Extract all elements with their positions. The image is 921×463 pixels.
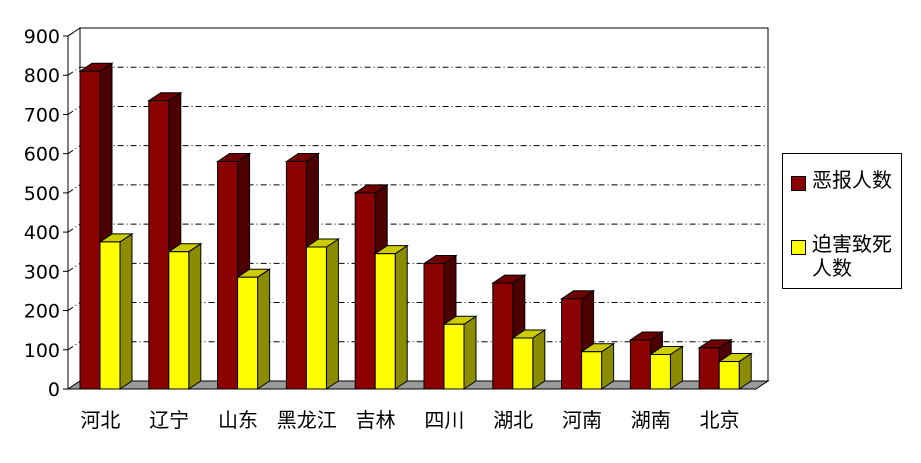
chart-legend: 恶报人数 迫害致死人数 — [782, 153, 902, 289]
x-category-label: 四川 — [424, 408, 464, 432]
bar-chart: 0 100 200 300 400 500 600 700 800 900 河北 辽宁 山东 黑龙江 吉林 四… — [24, 26, 770, 432]
bar-series-2 — [235, 268, 272, 390]
legend-swatch-series-2 — [791, 240, 806, 255]
bar-series-2 — [167, 242, 203, 390]
x-category-label: 河南 — [562, 408, 602, 432]
x-category-label: 河北 — [80, 408, 120, 432]
y-tick-label: 100 — [24, 340, 60, 362]
bar-series-2 — [373, 244, 409, 390]
bar-series-2 — [442, 315, 478, 390]
x-category-label: 北京 — [700, 408, 740, 432]
y-tick-label: 600 — [24, 144, 60, 166]
legend-item-series-1: 恶报人数 — [791, 168, 898, 192]
gridline — [67, 27, 768, 37]
bar-series-2 — [648, 345, 685, 390]
y-tick-label: 400 — [24, 222, 60, 244]
y-tick-label: 800 — [24, 65, 60, 87]
x-category-label: 吉林 — [356, 408, 396, 432]
y-tick-label: 0 — [48, 379, 60, 401]
legend-item-series-2: 迫害致死人数 — [791, 232, 898, 280]
y-tick-label: 900 — [24, 26, 60, 48]
plot-side-wall — [67, 27, 81, 390]
bar-series-2 — [304, 238, 341, 390]
bar-series-2 — [579, 342, 616, 390]
x-category-label: 湖北 — [493, 408, 533, 432]
bar-series-2 — [511, 329, 547, 390]
bar-series-2 — [717, 352, 753, 390]
y-tick-label: 700 — [24, 104, 60, 126]
legend-label-series-1: 恶报人数 — [812, 168, 892, 192]
legend-label-series-2: 迫害致死人数 — [812, 232, 892, 280]
x-category-label: 辽宁 — [149, 408, 189, 432]
x-category-label: 湖南 — [631, 408, 671, 432]
bar-series-2 — [98, 232, 134, 390]
y-tick-label: 200 — [24, 301, 60, 323]
y-tick-label: 300 — [24, 261, 60, 283]
x-category-label: 山东 — [218, 408, 258, 432]
gridline — [67, 66, 768, 76]
x-category-label: 黑龙江 — [277, 408, 337, 432]
legend-swatch-series-1 — [791, 176, 806, 191]
y-tick-label: 500 — [24, 183, 60, 205]
